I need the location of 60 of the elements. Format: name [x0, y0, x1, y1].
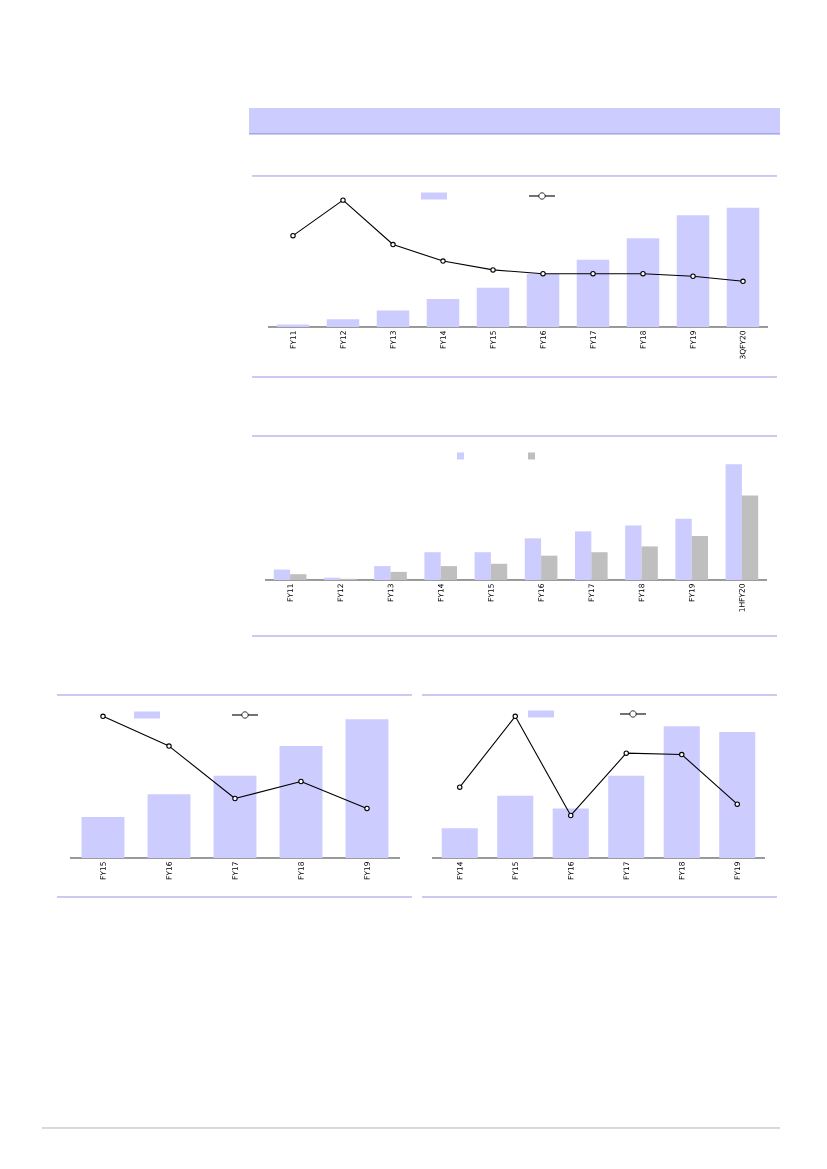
point	[340, 197, 346, 203]
point	[364, 805, 370, 812]
bar	[526, 273, 560, 327]
bar	[424, 552, 441, 580]
bar	[552, 808, 589, 858]
point	[679, 751, 685, 758]
bar	[719, 731, 756, 858]
bar	[663, 726, 700, 858]
bar	[345, 719, 389, 858]
bar	[426, 299, 460, 327]
point	[390, 241, 396, 248]
point	[100, 713, 106, 720]
bar	[691, 536, 709, 580]
point	[690, 273, 696, 279]
bar	[726, 207, 760, 327]
bar	[213, 775, 257, 858]
bar	[576, 259, 610, 327]
point	[568, 812, 574, 819]
point	[490, 267, 496, 273]
bar	[741, 495, 759, 580]
bar	[276, 324, 310, 327]
point	[740, 278, 746, 285]
point	[290, 232, 296, 239]
bar	[441, 828, 478, 858]
bar	[290, 574, 307, 580]
bar	[725, 464, 742, 580]
bar	[81, 816, 125, 858]
point	[457, 784, 463, 790]
point	[540, 270, 546, 277]
point	[640, 270, 646, 277]
bar	[676, 215, 710, 327]
bar	[541, 555, 558, 580]
bar	[497, 795, 534, 858]
bar	[641, 546, 658, 580]
point	[440, 258, 446, 264]
point	[512, 713, 518, 720]
point	[590, 270, 596, 277]
bar	[608, 775, 645, 858]
bar	[675, 518, 692, 580]
bar	[476, 287, 510, 327]
bar	[147, 794, 191, 858]
point	[166, 743, 172, 749]
bar	[591, 552, 608, 580]
bar	[374, 566, 391, 580]
point	[232, 795, 238, 802]
bar	[273, 569, 291, 580]
bar	[625, 525, 642, 580]
bar	[574, 531, 592, 580]
point	[734, 801, 740, 807]
bar	[440, 566, 458, 580]
bar	[376, 310, 410, 327]
bar	[390, 571, 407, 580]
point	[298, 778, 304, 785]
bar	[524, 538, 542, 580]
bar	[474, 552, 491, 580]
bar	[490, 563, 508, 580]
bar	[626, 238, 660, 327]
point	[623, 750, 629, 756]
bar	[326, 319, 360, 327]
bar	[279, 746, 323, 858]
